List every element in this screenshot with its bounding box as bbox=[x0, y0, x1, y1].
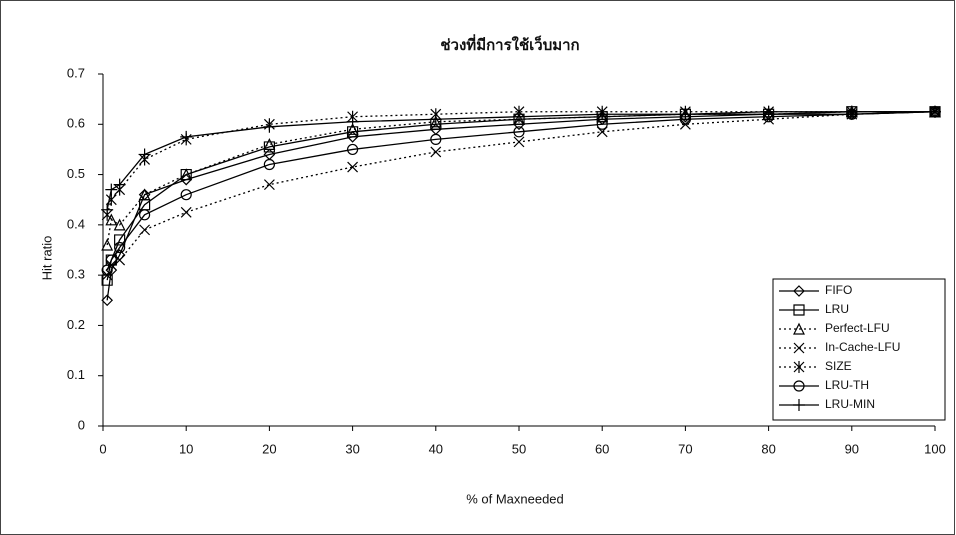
marker bbox=[793, 304, 805, 316]
marker bbox=[793, 342, 805, 354]
marker bbox=[513, 112, 525, 125]
marker bbox=[762, 105, 775, 118]
legend: FIFO LRU Perfect-LFU In-Cache-LFU SIZE LRU-TH… bbox=[772, 278, 946, 421]
marker bbox=[596, 110, 609, 123]
marker bbox=[763, 113, 775, 125]
marker bbox=[346, 131, 359, 143]
marker bbox=[180, 206, 192, 218]
marker bbox=[513, 118, 525, 131]
marker bbox=[513, 136, 525, 148]
marker bbox=[929, 105, 941, 118]
marker bbox=[793, 380, 805, 392]
x-tick-label: 60 bbox=[595, 441, 609, 456]
x-axis-label: % of Maxneeded bbox=[466, 491, 564, 506]
marker bbox=[263, 120, 276, 133]
marker bbox=[430, 146, 442, 158]
marker bbox=[263, 138, 276, 150]
y-tick-label: 0.5 bbox=[67, 166, 85, 181]
series-line bbox=[106, 111, 936, 271]
chart-title: ช่วงที่มีการใช้เว็บมาก bbox=[440, 34, 579, 54]
series-line bbox=[106, 111, 935, 246]
legend-box bbox=[772, 278, 946, 421]
legend-label: LRU-MIN bbox=[825, 397, 875, 411]
marker bbox=[105, 213, 118, 226]
legend-label: SIZE bbox=[825, 359, 852, 373]
y-tick-label: 0.4 bbox=[67, 216, 85, 231]
marker bbox=[113, 218, 126, 231]
x-tick-label: 20 bbox=[262, 441, 276, 456]
marker bbox=[105, 254, 117, 266]
marker bbox=[114, 254, 126, 266]
marker bbox=[113, 178, 126, 191]
marker bbox=[263, 158, 275, 171]
y-tick-label: 0.2 bbox=[67, 317, 85, 332]
marker bbox=[793, 361, 805, 373]
marker bbox=[596, 108, 609, 121]
marker bbox=[793, 285, 805, 297]
legend-label: Perfect-LFU bbox=[825, 321, 890, 335]
marker bbox=[679, 108, 692, 121]
x-tick-label: 30 bbox=[345, 441, 359, 456]
marker bbox=[114, 234, 126, 246]
x-tick-label: 100 bbox=[924, 441, 946, 456]
marker bbox=[101, 238, 114, 251]
y-tick-label: 0.6 bbox=[67, 116, 85, 131]
series-line bbox=[106, 111, 935, 210]
x-tick-label: 40 bbox=[429, 441, 443, 456]
marker bbox=[180, 168, 193, 181]
marker bbox=[105, 183, 118, 196]
marker bbox=[429, 115, 442, 128]
marker bbox=[101, 294, 114, 307]
marker bbox=[430, 133, 442, 145]
x-tick-label: 90 bbox=[845, 441, 859, 456]
marker bbox=[263, 179, 275, 191]
marker bbox=[101, 264, 113, 276]
marker bbox=[845, 105, 858, 118]
marker bbox=[793, 322, 805, 335]
y-tick-label: 0.1 bbox=[67, 367, 85, 382]
y-tick-label: 0 bbox=[78, 417, 85, 432]
y-tick-label: 0.7 bbox=[67, 65, 85, 80]
marker bbox=[429, 113, 442, 126]
marker bbox=[346, 122, 359, 135]
marker bbox=[114, 241, 126, 254]
legend-label: In-Cache-LFU bbox=[825, 340, 900, 354]
x-tick-label: 70 bbox=[678, 441, 692, 456]
marker bbox=[138, 188, 151, 201]
marker bbox=[180, 130, 193, 143]
x-tick-label: 10 bbox=[179, 441, 193, 456]
legend-label: FIFO bbox=[825, 283, 852, 297]
marker bbox=[180, 173, 193, 186]
y-axis-label: Hit ratio bbox=[39, 236, 54, 281]
marker bbox=[180, 189, 192, 201]
marker bbox=[793, 399, 805, 411]
y-tick-label: 0.3 bbox=[67, 267, 85, 282]
marker bbox=[139, 209, 151, 221]
marker bbox=[139, 224, 151, 236]
marker bbox=[513, 126, 525, 138]
x-tick-label: 0 bbox=[99, 441, 106, 456]
x-tick-label: 80 bbox=[761, 441, 775, 456]
marker bbox=[347, 161, 359, 173]
marker bbox=[101, 203, 114, 216]
legend-label: LRU bbox=[825, 302, 849, 316]
marker bbox=[138, 148, 151, 161]
marker bbox=[347, 143, 359, 156]
legend-label: LRU-TH bbox=[825, 378, 869, 392]
marker bbox=[346, 115, 359, 128]
marker bbox=[513, 110, 525, 123]
x-tick-label: 50 bbox=[512, 441, 526, 456]
